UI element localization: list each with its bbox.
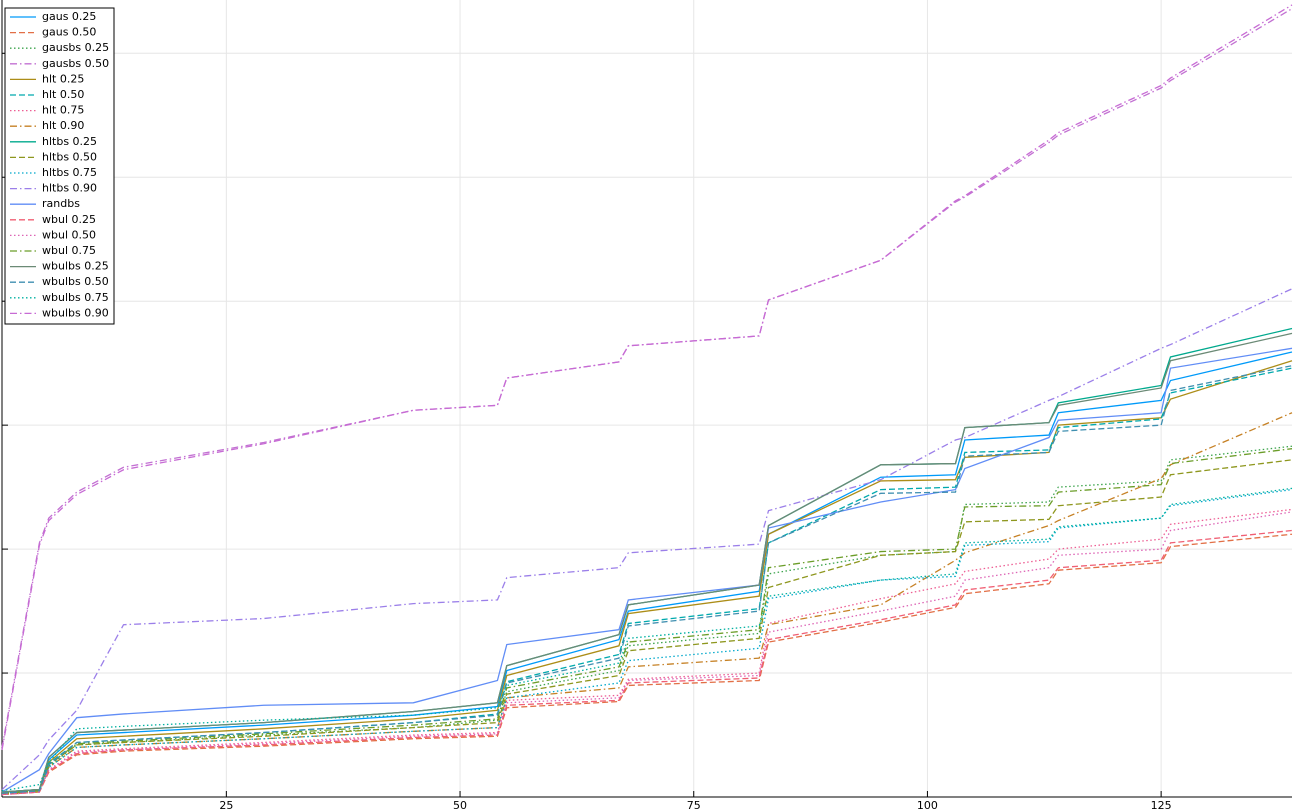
legend-label: gausbs 0.50 — [42, 57, 109, 70]
legend-label: hlt 0.50 — [42, 88, 84, 101]
series-line — [1, 529, 1293, 796]
series-line — [1, 288, 1293, 791]
legend-label: wbul 0.50 — [42, 228, 96, 241]
x-tick-label: 50 — [453, 799, 467, 812]
legend-label: wbul 0.75 — [42, 244, 96, 257]
x-tick-label: 100 — [917, 799, 938, 812]
legend-label: hltbs 0.90 — [42, 182, 97, 195]
legend-label: hltbs 0.50 — [42, 150, 97, 163]
series-line — [1, 487, 1293, 792]
x-tick-label: 75 — [687, 799, 701, 812]
series-line — [1, 508, 1293, 796]
legend-label: wbulbs 0.25 — [42, 260, 109, 273]
series-line — [1, 365, 1293, 794]
x-tick-label: 25 — [219, 799, 233, 812]
legend-label: wbulbs 0.50 — [42, 275, 109, 288]
series-line — [1, 4, 1293, 751]
legend-label: wbul 0.25 — [42, 213, 96, 226]
series-line — [1, 412, 1293, 796]
legend-label: hlt 0.90 — [42, 119, 84, 132]
legend-label: wbulbs 0.75 — [42, 291, 109, 304]
legend-label: randbs — [42, 197, 80, 210]
series-line — [1, 511, 1293, 796]
legend-box — [4, 7, 115, 325]
legend-label: gaus 0.50 — [42, 26, 96, 39]
x-tick-label: 125 — [1151, 799, 1172, 812]
legend-label: gaus 0.25 — [42, 10, 96, 23]
series-line — [1, 367, 1293, 794]
legend-label: gausbs 0.25 — [42, 41, 109, 54]
series-line — [1, 488, 1293, 794]
series-line — [1, 347, 1293, 793]
series-line — [1, 8, 1293, 748]
legend-label: wbulbs 0.90 — [42, 306, 109, 319]
legend-label: hlt 0.25 — [42, 72, 84, 85]
legend-label: hlt 0.75 — [42, 104, 84, 117]
series-line — [1, 351, 1293, 793]
series-line — [1, 332, 1293, 793]
legend-label: hltbs 0.25 — [42, 135, 97, 148]
series-line — [1, 459, 1293, 794]
legend-label: hltbs 0.75 — [42, 166, 97, 179]
series-line — [1, 533, 1293, 796]
